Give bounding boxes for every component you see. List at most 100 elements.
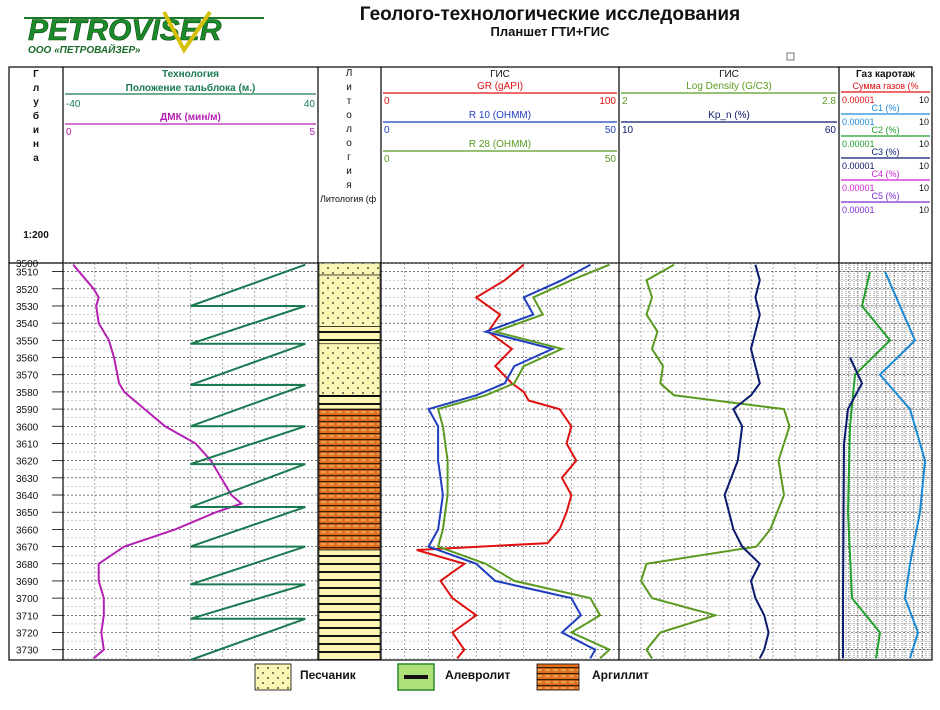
lith-header-letter: л (346, 124, 352, 135)
curve-scale-min: 0.00001 (842, 95, 875, 105)
curve-scale-min: 0.00001 (842, 139, 875, 149)
lith-header-letter: о (346, 110, 352, 121)
depth-tick-label: 3680 (16, 560, 39, 571)
depth-tick-label: 3510 (16, 268, 39, 279)
depth-tick-label: 3580 (16, 388, 39, 399)
curve-gr-gapi- (416, 263, 578, 659)
depth-tick-label: 3550 (16, 336, 39, 347)
curve-scale-min: 0 (66, 127, 72, 138)
curve-scale-min: 0 (384, 96, 390, 107)
logo-text: PETROVISER (28, 14, 222, 47)
curve-scale-max: 60 (825, 125, 837, 136)
curve-scale-max: 10 (919, 205, 929, 215)
gas-curve-c2 (846, 271, 892, 659)
depth-tick-label: 3520 (16, 285, 39, 296)
lithology-layer-silt (318, 549, 381, 661)
lithology-layer-sand (318, 343, 381, 396)
curve-scale-max: 50 (605, 154, 617, 165)
lith-header-letter: и (346, 82, 352, 93)
lithology-layer-argil (318, 408, 381, 551)
depth-header-letter: а (33, 153, 39, 164)
depth-tick-label: 3640 (16, 491, 39, 502)
curve-scale-min: 0.00001 (842, 205, 875, 215)
depth-tick-label: 3600 (16, 422, 39, 433)
lithology-layer-sand (318, 262, 381, 276)
curve-header-label: Положение тальблока (м.) (126, 82, 256, 94)
legend-swatch-sand (254, 663, 292, 691)
depth-tick-label: 3670 (16, 543, 39, 554)
depth-tick-label: 3560 (16, 354, 39, 365)
logo-graphic: PETROVISER ООО «ПЕТРОВАЙЗЕР» (24, 10, 264, 56)
logo-subtext: ООО «ПЕТРОВАЙЗЕР» (28, 43, 141, 56)
track-group-title: Газ каротаж (856, 69, 916, 80)
curve-header-label: C3 (%) (871, 147, 899, 157)
depth-tick-label: 3500 (16, 259, 39, 270)
curve-scale-max: 5 (309, 127, 315, 138)
depth-tick-label: 3730 (16, 646, 39, 657)
page-title: Геолого-технологические исследования (359, 4, 741, 25)
lith-header-letter: и (346, 166, 352, 177)
curve-scale-max: 10 (919, 183, 929, 193)
legend-swatch-silt-bar (404, 675, 428, 679)
curve-header-label: Log Density (G/C3) (686, 81, 772, 92)
curve-scale-min: 0 (384, 125, 390, 136)
lithology-layer-silt (318, 326, 381, 345)
legend-label-argil: Аргиллит (592, 668, 649, 682)
curve-дмк-мин-м- (72, 264, 244, 660)
track-group-title: ГИС (719, 69, 739, 80)
curve-header-label: Сумма газов (% (852, 81, 918, 91)
curve-scale-max: 10 (919, 161, 929, 171)
gas-curve-c3 (842, 357, 864, 659)
depth-tick-label: 3720 (16, 629, 39, 640)
depth-tick-label: 3590 (16, 405, 39, 416)
depth-header-letter: н (33, 139, 39, 150)
depth-header-letter: у (33, 97, 39, 108)
lith-header-letter: я (346, 180, 351, 191)
lith-header-letter: Л (346, 68, 353, 79)
plot-frame (8, 66, 933, 661)
lith-header-letter: г (347, 152, 351, 163)
lith-header-letter: т (347, 96, 352, 107)
curve-scale-max: 10 (919, 117, 929, 127)
curve-scale-max: 10 (919, 95, 929, 105)
lithology-layer-silt (318, 395, 381, 410)
depth-header-letter: б (33, 110, 39, 122)
depth-tick-label: 3540 (16, 319, 39, 330)
depth-tick-label: 3610 (16, 439, 39, 450)
curve-scale-max: 2.8 (822, 96, 836, 107)
curve-header-label: Kp_n (%) (708, 110, 750, 121)
curve-scale-max: 50 (605, 125, 617, 136)
curve-header-label: C1 (%) (871, 103, 899, 113)
lithology-layer-sand (318, 274, 381, 327)
curve-scale-min: 0.00001 (842, 161, 875, 171)
depth-header-letter: л (33, 83, 39, 94)
lith-header-label: Литология (ф (320, 194, 377, 204)
curve-log-density-g-c3- (639, 263, 791, 659)
legend-label-silt: Алевролит (445, 668, 511, 682)
legend-label-sand: Песчаник (300, 668, 356, 682)
depth-tick-label: 3710 (16, 611, 39, 622)
depth-tick-label: 3530 (16, 302, 39, 313)
curve-scale-max: 10 (919, 139, 929, 149)
curve-header-label: C4 (%) (871, 169, 899, 179)
legend-swatch-argil (536, 663, 580, 691)
curve-scale-min: 10 (622, 125, 634, 136)
depth-tick-label: 3570 (16, 371, 39, 382)
depth-header-letter: Г (33, 69, 39, 80)
curve-header-label: C5 (%) (871, 191, 899, 201)
curve-header-label: ДМК (мин/м) (160, 112, 221, 123)
depth-tick-label: 3630 (16, 474, 39, 485)
curve-scale-min: 0 (384, 154, 390, 165)
gas-curve-c1 (878, 271, 927, 659)
curve-положение-тальблока-м- (190, 263, 306, 661)
depth-tick-label: 3700 (16, 594, 39, 605)
curve-r-28-ohmm- (436, 263, 612, 660)
curve-header-label: R 28 (OHMM) (469, 139, 531, 150)
curve-header-label: R 10 (OHMM) (469, 110, 531, 121)
curve-kp-n- (723, 264, 770, 659)
curve-scale-max: 40 (304, 99, 316, 110)
depth-tick-label: 3650 (16, 508, 39, 519)
curve-header-label: GR (gAPI) (477, 81, 523, 92)
track-group-title: ГИС (490, 69, 510, 80)
